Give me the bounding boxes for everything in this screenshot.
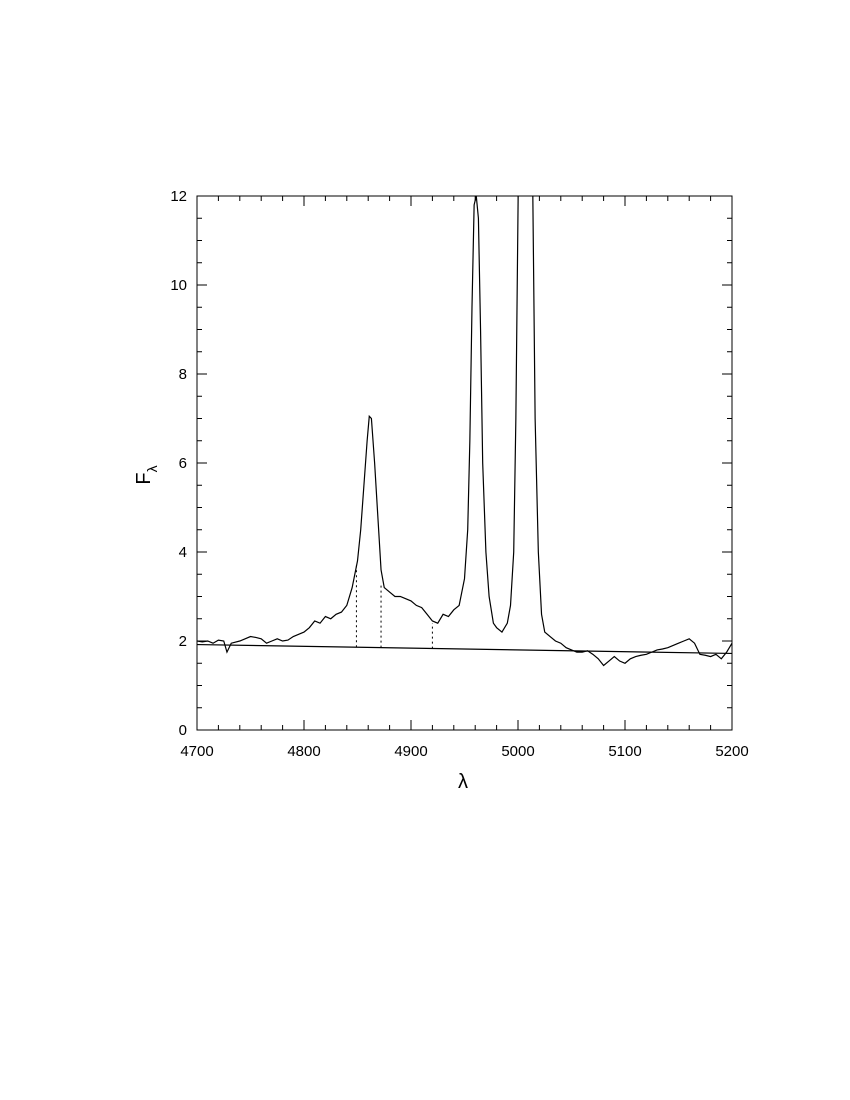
x-axis-label: λ bbox=[458, 771, 468, 793]
y-axis-label: Fλ bbox=[133, 465, 160, 484]
y-tick-label: 6 bbox=[179, 455, 187, 472]
spectrum-line bbox=[197, 643, 732, 655]
y-tick-label: 12 bbox=[170, 188, 187, 205]
x-tick-label: 5000 bbox=[501, 743, 534, 760]
x-tick-label: 5100 bbox=[608, 743, 641, 760]
x-tick-label: 4700 bbox=[180, 743, 213, 760]
y-axis-label-sub: λ bbox=[144, 465, 160, 472]
y-tick-label: 0 bbox=[179, 722, 187, 739]
y-tick-label: 2 bbox=[179, 633, 187, 650]
y-tick-label: 10 bbox=[170, 277, 187, 294]
x-tick-label: 5200 bbox=[715, 743, 748, 760]
x-tick-label: 4800 bbox=[287, 743, 320, 760]
spectrum-line bbox=[197, 196, 732, 667]
y-tick-label: 4 bbox=[179, 544, 187, 561]
plot-frame bbox=[196, 195, 733, 731]
x-tick-label: 4900 bbox=[394, 743, 427, 760]
y-tick-label: 8 bbox=[179, 366, 187, 383]
y-axis-label-main: F bbox=[133, 472, 155, 484]
y-axis-label-group: Fλ bbox=[133, 465, 160, 484]
